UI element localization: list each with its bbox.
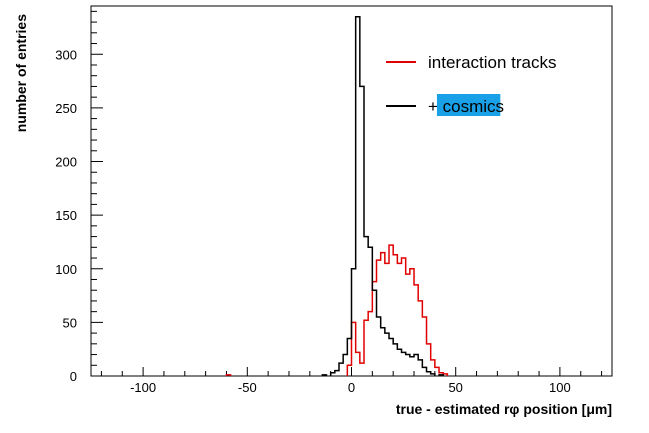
x-tick-label: 0	[348, 380, 355, 395]
x-axis-title: true - estimated rφ position [μm]	[396, 401, 612, 417]
y-tick-label: 150	[55, 208, 77, 223]
y-tick-label: 300	[55, 47, 77, 62]
legend-label-0: interaction tracks	[428, 53, 557, 72]
legend: interaction tracks + cosmics	[386, 53, 557, 116]
y-tick-label: 200	[55, 155, 77, 170]
series-layer	[225, 15, 449, 376]
series-1-histogram	[321, 15, 444, 376]
y-tick-label: 0	[70, 369, 77, 384]
legend-label-1: + cosmics	[428, 97, 504, 116]
y-axis-title: number of entries	[13, 14, 29, 132]
x-tick-label: -100	[130, 380, 156, 395]
series-0-histogram	[225, 244, 449, 376]
x-tick-label: 100	[549, 380, 571, 395]
y-tick-label: 100	[55, 262, 77, 277]
y-tick-label: 250	[55, 101, 77, 116]
y-tick-label: 50	[63, 315, 77, 330]
x-tick-label: 50	[448, 380, 462, 395]
legend-highlight	[436, 94, 501, 116]
x-tick-label: -50	[238, 380, 257, 395]
